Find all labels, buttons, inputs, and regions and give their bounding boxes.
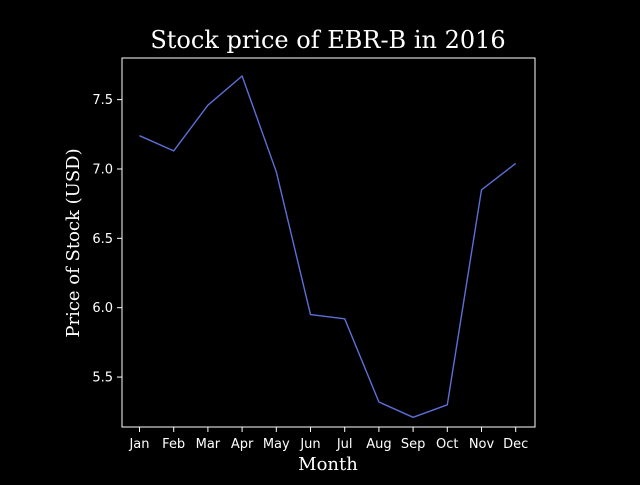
x-tick-label-nov: Nov (469, 437, 495, 452)
x-tick-label-sep: Sep (401, 437, 426, 452)
y-tick-label: 6.0 (92, 301, 113, 316)
y-tick-label: 5.5 (92, 371, 113, 386)
y-axis: 5.5 6.0 6.5 7.0 7.5 (92, 93, 122, 386)
y-tick-label: 7.0 (92, 162, 113, 177)
x-tick-label-aug: Aug (366, 437, 391, 452)
x-tick-label-jun: Jun (299, 437, 320, 452)
x-tick-label-apr: Apr (231, 437, 254, 452)
plot-area-frame (121, 57, 536, 428)
x-tick-label-may: May (263, 437, 290, 452)
y-axis-label: Price of Stock (USD) (63, 148, 84, 337)
x-tick-label-oct: Oct (436, 437, 458, 452)
x-axis: Jan Feb Mar Apr May Jun Jul Aug Sep Oct Nov Dec (128, 427, 528, 452)
y-tick-label: 7.5 (92, 93, 113, 108)
x-tick-label-jan: Jan (128, 437, 149, 452)
x-tick-label-jul: Jul (336, 437, 353, 452)
x-tick-label-feb: Feb (162, 437, 185, 452)
x-tick-label-dec: Dec (503, 437, 528, 452)
series-line-ebr-b (139, 75, 517, 418)
x-tick-label-mar: Mar (196, 437, 221, 452)
chart-title: Stock price of EBR-B in 2016 (150, 26, 505, 54)
y-tick-label: 6.5 (92, 232, 113, 247)
x-axis-label: Month (298, 454, 358, 475)
